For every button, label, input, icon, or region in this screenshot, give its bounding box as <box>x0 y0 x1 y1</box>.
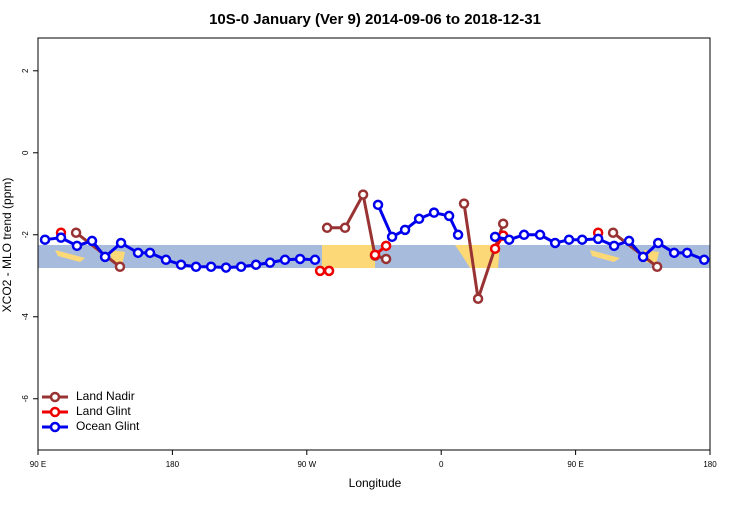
point <box>235 261 247 273</box>
point <box>70 227 82 238</box>
point <box>489 231 501 243</box>
point <box>607 227 619 238</box>
point <box>386 231 398 243</box>
x-tick-label: 90 E <box>567 460 583 469</box>
y-tick-label: 2 <box>21 68 30 73</box>
point <box>576 234 588 245</box>
y-tick-label: -4 <box>21 313 30 321</box>
y-axis-label: XCO2 - MLO trend (ppm) <box>0 178 14 313</box>
point <box>321 222 333 234</box>
x-axis-label: Longitude <box>349 476 402 490</box>
point <box>489 243 501 254</box>
legend-marker <box>49 406 61 418</box>
land-area <box>322 245 375 268</box>
point <box>339 222 351 234</box>
point <box>399 224 411 236</box>
point <box>114 261 126 273</box>
x-tick-label: 180 <box>703 460 717 469</box>
point <box>175 259 187 270</box>
point <box>160 254 172 266</box>
legend-marker <box>49 421 61 433</box>
point <box>413 213 425 225</box>
point <box>592 233 604 245</box>
point <box>357 189 369 200</box>
x-tick-label: 0 <box>439 460 444 469</box>
point <box>99 251 111 263</box>
point <box>563 234 575 245</box>
point <box>314 265 326 277</box>
point <box>637 251 649 263</box>
x-tick-label: 90 W <box>297 460 316 469</box>
point <box>428 207 440 218</box>
point <box>652 237 664 249</box>
point <box>369 249 381 261</box>
point <box>279 254 291 266</box>
point <box>681 247 693 259</box>
point <box>698 254 710 266</box>
point <box>458 198 470 209</box>
point <box>294 253 306 265</box>
chart-title: 10S-0 January (Ver 9) 2014-09-06 to 2018… <box>209 11 541 28</box>
point <box>220 262 232 273</box>
point <box>309 254 321 266</box>
point <box>250 259 262 270</box>
point <box>534 229 546 241</box>
legend-label: Ocean Glint <box>76 419 140 433</box>
point <box>190 261 202 273</box>
y-tick-label: -6 <box>21 395 30 403</box>
point <box>264 257 276 268</box>
point <box>518 229 530 241</box>
point <box>452 229 464 241</box>
point <box>55 232 67 243</box>
x-tick-label: 90 E <box>30 460 46 469</box>
point <box>497 218 509 229</box>
legend-marker <box>49 391 61 403</box>
land-area <box>55 250 85 262</box>
point <box>39 234 51 245</box>
point <box>372 199 384 211</box>
point <box>623 235 635 247</box>
y-tick-label: 0 <box>21 150 30 155</box>
point <box>380 253 392 265</box>
point <box>144 247 156 259</box>
point <box>668 247 680 259</box>
point <box>380 240 392 252</box>
land-area <box>590 250 620 262</box>
legend-label: Land Glint <box>76 404 131 418</box>
point <box>205 261 217 273</box>
point <box>132 247 144 259</box>
point <box>443 210 455 222</box>
point <box>115 237 127 249</box>
point <box>71 240 83 252</box>
legend-label: Land Nadir <box>76 389 135 403</box>
point <box>472 293 484 304</box>
point <box>549 237 561 249</box>
plot-frame <box>37 37 711 451</box>
x-tick-label: 180 <box>166 460 180 469</box>
point <box>651 261 663 273</box>
point <box>86 235 98 247</box>
point <box>503 234 515 245</box>
point <box>323 265 335 277</box>
y-tick-label: -2 <box>21 231 30 239</box>
point <box>608 240 620 252</box>
